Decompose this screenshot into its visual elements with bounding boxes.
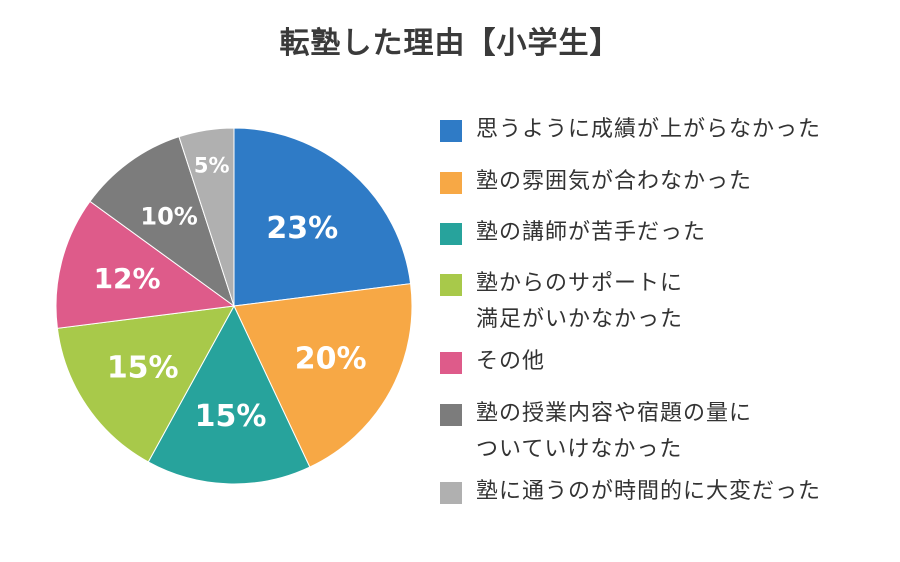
legend-swatch-6 [440,404,462,426]
pie-slice-label-3: 15% [195,399,267,434]
pie-slice-5 [55,200,236,329]
legend-swatch-2 [440,172,462,194]
legend-swatch-4 [440,274,462,296]
legend-item-7: 塾に通うのが時間的に大変だった [440,474,821,510]
legend-swatch-3 [440,223,462,245]
pie-slice-6 [89,136,235,308]
legend-swatch-1 [440,120,462,142]
legend-label-5: その他 [476,349,546,374]
legend-label-3: 塾の講師が苦手だった [476,220,707,245]
legend-label-4: 塾からのサポートに 満足がいかなかった [476,271,684,332]
pie-slice-label-6: 10% [140,203,197,231]
pie-slice-3 [147,304,311,485]
pie-slice-label-1: 23% [266,211,338,246]
pie-slice-2 [233,283,413,468]
legend-swatch-5 [440,352,462,374]
chart-title: 転塾した理由【小学生】 [279,26,621,61]
legend-item-5: その他 [440,344,545,380]
legend-item-2: 塾の雰囲気が合わなかった [440,164,752,200]
legend-item-1: 思うように成績が上がらなかった [440,112,821,148]
pie-slice-label-5: 12% [94,262,161,295]
pie-slice-4 [56,305,235,463]
pie-slice-1 [233,127,412,307]
pie-slice-label-2: 20% [295,342,367,377]
legend-label-1: 思うように成績が上がらなかった [476,117,822,142]
legend-label-6: 塾の授業内容や宿題の量に ついていけなかった [476,401,753,462]
legend-label-2: 塾の雰囲気が合わなかった [476,169,753,194]
pie-slice-label-7: 5% [194,153,230,177]
pie-slice-7 [178,127,235,307]
legend-swatch-7 [440,482,462,504]
pie-slice-label-4: 15% [107,351,179,386]
legend-label-7: 塾に通うのが時間的に大変だった [476,479,822,504]
legend-item-4: 塾からのサポートに 満足がいかなかった [440,266,683,338]
legend-item-6: 塾の授業内容や宿題の量に ついていけなかった [440,396,752,468]
legend-item-3: 塾の講師が苦手だった [440,215,706,251]
